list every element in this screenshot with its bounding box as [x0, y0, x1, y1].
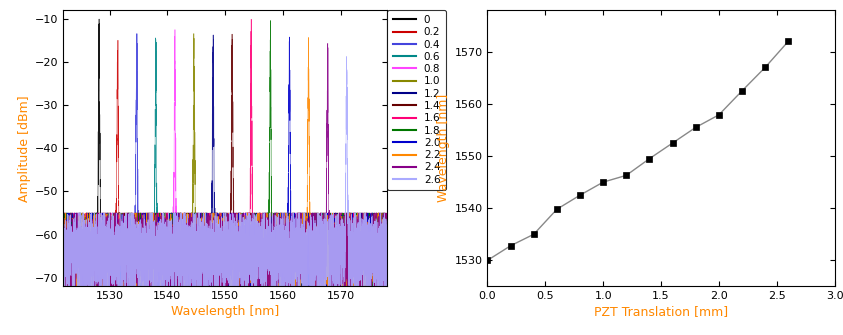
X-axis label: Wavelength [nm]: Wavelength [nm]	[171, 306, 279, 319]
Y-axis label: Amplitude [dBm]: Amplitude [dBm]	[18, 95, 30, 202]
Y-axis label: Wavelength [nm]: Wavelength [nm]	[438, 94, 450, 202]
Legend: 0, 0.2, 0.4, 0.6, 0.8, 1.0, 1.2, 1.4, 1.6, 1.8, 2.0, 2.2, 2.4, 2.6: 0, 0.2, 0.4, 0.6, 0.8, 1.0, 1.2, 1.4, 1.…	[388, 10, 446, 190]
X-axis label: PZT Translation [mm]: PZT Translation [mm]	[594, 306, 728, 319]
